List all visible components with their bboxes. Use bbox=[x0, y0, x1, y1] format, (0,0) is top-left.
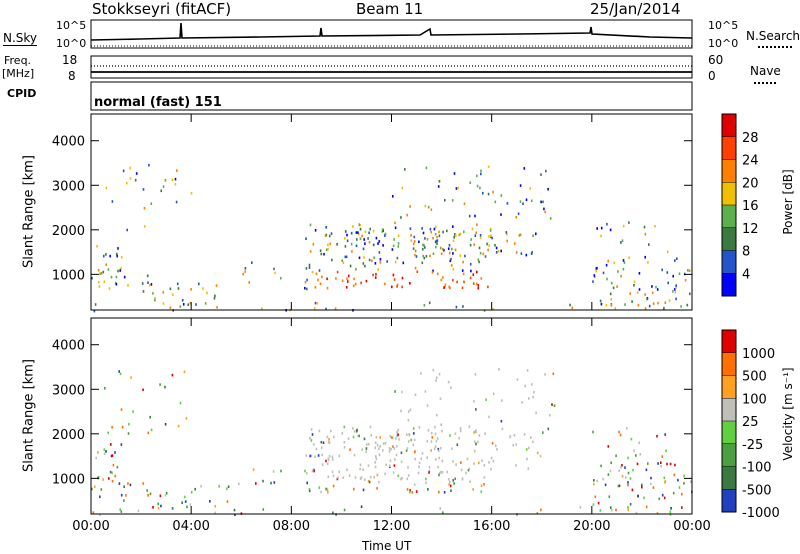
power-ytick-label: 2000 bbox=[52, 224, 85, 239]
nsearch-tick-bottom: 10^0 bbox=[708, 37, 739, 50]
power-x-ticks bbox=[90, 114, 693, 310]
nave-label: Nave bbox=[750, 64, 781, 78]
velocity-colorbar-tick: -1000 bbox=[742, 506, 780, 521]
power-colorbar-tick: 12 bbox=[742, 222, 759, 237]
x-tick-label: 12:00 bbox=[373, 519, 410, 534]
velocity-colorbar-segment bbox=[722, 330, 736, 353]
nsky-tick-top: 10^5 bbox=[56, 19, 87, 32]
velocity-colorbar-segment bbox=[722, 466, 736, 490]
velocity-x-ticks: 00:00 04:00 08:00 12:00 16:00 20:00 00:00 bbox=[72, 318, 711, 534]
power-colorbar-tick: 16 bbox=[742, 199, 759, 214]
power-panel: 1000 2000 3000 4000 bbox=[52, 113, 693, 313]
power-ytick-label: 4000 bbox=[52, 135, 85, 150]
velocity-y-ticks: 1000 2000 3000 4000 bbox=[52, 339, 692, 487]
power-data bbox=[91, 163, 691, 313]
x-tick-label: 00:00 bbox=[72, 519, 109, 534]
nsearch-tick-top: 10^5 bbox=[708, 19, 739, 32]
x-axis-label: Time UT bbox=[362, 539, 412, 553]
velocity-colorbar-tick: 100 bbox=[742, 392, 767, 407]
x-tick-label: 04:00 bbox=[172, 519, 209, 534]
power-colorbar: 4 8 12 16 20 24 28 bbox=[721, 113, 759, 297]
cpid-panel bbox=[90, 81, 693, 111]
power-colorbar-segment bbox=[722, 227, 736, 251]
freq-label: Freq. bbox=[4, 54, 32, 67]
power-colorbar-segment bbox=[722, 159, 736, 183]
power-colorbar-segment bbox=[722, 273, 736, 296]
velocity-colorbar-segment bbox=[722, 398, 736, 421]
velocity-colorbar: 1000 500 100 25 -25 -100 -500 -1000 bbox=[721, 329, 780, 521]
power-colorbar-segment bbox=[722, 182, 736, 205]
power-colorbar-segment bbox=[722, 136, 736, 160]
power-colorbar-tick: 4 bbox=[742, 267, 750, 282]
velocity-colorbar-segment bbox=[722, 443, 736, 467]
freq-tick-bottom: 8 bbox=[68, 69, 76, 83]
velocity-ytick-label: 1000 bbox=[52, 472, 85, 487]
velocity-data bbox=[91, 368, 693, 517]
power-ytick-label: 1000 bbox=[52, 268, 85, 283]
beam-title: Beam 11 bbox=[356, 0, 424, 18]
velocity-colorbar-segment bbox=[722, 421, 736, 444]
nsky-tick-bottom: 10^0 bbox=[56, 37, 87, 50]
x-tick-label: 00:00 bbox=[673, 519, 710, 534]
velocity-colorbar-label: Velocity [m s⁻¹] bbox=[781, 367, 795, 461]
velocity-ytick-label: 3000 bbox=[52, 383, 85, 398]
velocity-colorbar-segment bbox=[722, 375, 736, 399]
date-title: 25/Jan/2014 bbox=[590, 0, 681, 18]
power-ylabel: Slant Range [km] bbox=[21, 155, 37, 268]
freq-tick-top: 18 bbox=[62, 53, 78, 67]
velocity-colorbar-segment bbox=[722, 352, 736, 376]
velocity-ylabel: Slant Range [km] bbox=[21, 359, 37, 472]
cpid-label: CPID bbox=[7, 87, 37, 100]
nsky-panel bbox=[90, 19, 693, 49]
nave-legend-line bbox=[754, 82, 776, 84]
velocity-colorbar-tick: -500 bbox=[742, 483, 772, 498]
power-ytick-label: 3000 bbox=[52, 179, 85, 194]
velocity-colorbar-tick: -100 bbox=[742, 461, 772, 476]
nsearch-label: N.Search bbox=[746, 29, 800, 43]
freq-panel bbox=[90, 55, 693, 79]
nsearch-legend-line bbox=[758, 46, 792, 48]
station-title: Stokkseyri (fitACF) bbox=[92, 0, 232, 18]
nave-tick-top: 60 bbox=[708, 53, 724, 67]
x-tick-label: 20:00 bbox=[573, 519, 610, 534]
velocity-colorbar-tick: 25 bbox=[742, 415, 759, 430]
cpid-value: normal (fast) 151 bbox=[94, 95, 222, 110]
power-colorbar-tick: 8 bbox=[742, 245, 750, 260]
velocity-colorbar-tick: -25 bbox=[742, 438, 763, 453]
power-colorbar-segment bbox=[722, 205, 736, 228]
power-colorbar-tick: 20 bbox=[742, 176, 759, 191]
velocity-colorbar-tick: 500 bbox=[742, 370, 767, 385]
power-colorbar-label: Power [dB] bbox=[781, 169, 795, 235]
power-colorbar-tick: 28 bbox=[742, 131, 759, 146]
nsky-trace bbox=[90, 22, 693, 41]
velocity-ytick-label: 2000 bbox=[52, 428, 85, 443]
power-colorbar-segment bbox=[722, 114, 736, 137]
x-tick-label: 16:00 bbox=[473, 519, 510, 534]
velocity-panel: 1000 2000 3000 4000 00:00 04:00 08:00 12:00 16:… bbox=[52, 317, 711, 534]
power-colorbar-segment bbox=[722, 250, 736, 274]
x-tick-label: 08:00 bbox=[273, 519, 310, 534]
velocity-ytick-label: 4000 bbox=[52, 339, 85, 354]
nave-tick-bottom: 0 bbox=[708, 69, 716, 83]
velocity-colorbar-segment bbox=[722, 489, 736, 512]
power-y-ticks: 1000 2000 3000 4000 bbox=[52, 135, 692, 283]
power-colorbar-tick: 24 bbox=[742, 154, 759, 169]
nsky-label: N.Sky bbox=[3, 31, 38, 46]
freq-unit-label: [MHz] bbox=[2, 67, 35, 80]
velocity-colorbar-tick: 1000 bbox=[742, 347, 775, 362]
